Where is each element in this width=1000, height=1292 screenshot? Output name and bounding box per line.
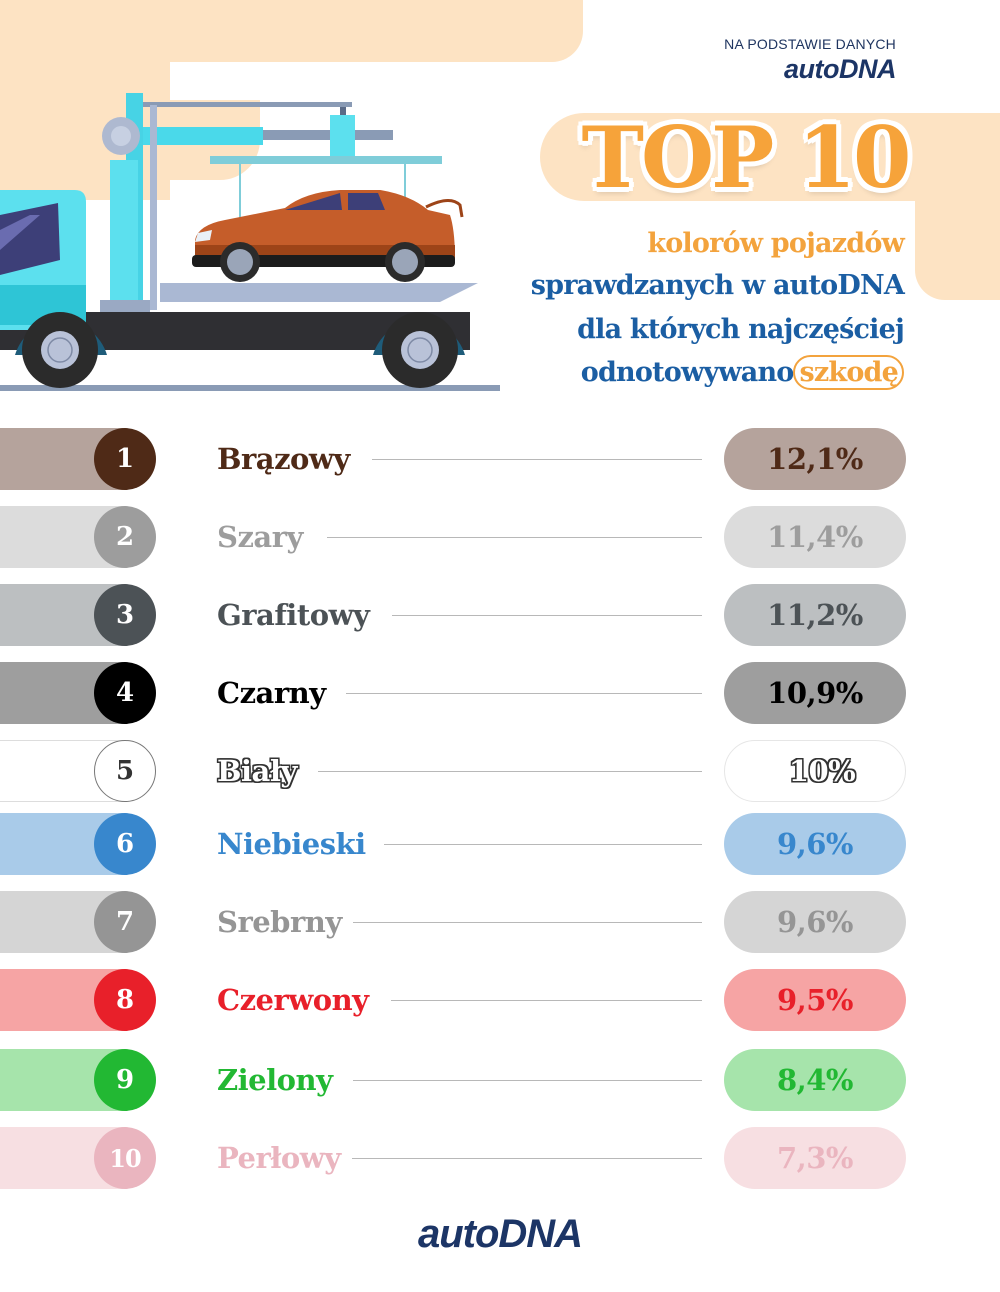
subtitle-highlight: szkodę	[793, 355, 904, 390]
ranking-row: 3 Grafitowy 11,2%	[0, 584, 1000, 646]
source-logo: autoDNA	[784, 54, 897, 84]
connector-line	[384, 844, 702, 845]
rank-badge: 7	[94, 891, 156, 953]
ranking-row: 6 Niebieski 9,6%	[0, 813, 1000, 875]
ranking-row: 10 Perłowy 7,3%	[0, 1127, 1000, 1189]
connector-line	[318, 771, 702, 772]
subtitle-line-4-prefix: odnotowywano	[580, 357, 795, 388]
connector-line	[372, 459, 702, 460]
connector-line	[346, 693, 702, 694]
percentage-pill: 9,5%	[724, 969, 906, 1031]
page-title: TOP 10	[581, 108, 912, 207]
color-name: Zielony	[217, 1063, 333, 1097]
rank-badge: 8	[94, 969, 156, 1031]
color-name: Perłowy	[217, 1141, 341, 1175]
percentage-pill: 11,2%	[724, 584, 906, 646]
ranking-row: 7 Srebrny 9,6%	[0, 891, 1000, 953]
rank-badge: 4	[94, 662, 156, 724]
connector-line	[353, 1080, 702, 1081]
color-name: Biały	[217, 754, 297, 788]
tow-truck-illustration	[0, 93, 500, 391]
rank-badge: 2	[94, 506, 156, 568]
percentage-pill: 8,4%	[724, 1049, 906, 1111]
rank-badge: 1	[94, 428, 156, 490]
color-name: Szary	[217, 520, 303, 554]
rank-badge: 6	[94, 813, 156, 875]
percentage-pill: 10,9%	[724, 662, 906, 724]
ranking-row: 5 Biały 10%	[0, 740, 1000, 802]
rank-badge: 9	[94, 1049, 156, 1111]
ranking-row: 4 Czarny 10,9%	[0, 662, 1000, 724]
source-label: NA PODSTAWIE DANYCH	[724, 36, 896, 52]
percentage-pill: 11,4%	[724, 506, 906, 568]
percentage-pill: 10%	[724, 740, 906, 802]
ranking-row: 8 Czerwony 9,5%	[0, 969, 1000, 1031]
ranking-row: 9 Zielony 8,4%	[0, 1049, 1000, 1111]
ranking-row: 2 Szary 11,4%	[0, 506, 1000, 568]
color-name: Czerwony	[217, 983, 369, 1017]
color-name: Srebrny	[217, 905, 342, 939]
connector-line	[327, 537, 702, 538]
ranking-row: 1 Brązowy 12,1%	[0, 428, 1000, 490]
percentage-pill: 9,6%	[724, 813, 906, 875]
connector-line	[391, 1000, 702, 1001]
rank-badge: 3	[94, 584, 156, 646]
connector-line	[353, 922, 702, 923]
rank-badge: 10	[94, 1127, 156, 1189]
bg-shape-right-column	[915, 150, 1000, 300]
subtitle-line-3: dla których najczęściej	[577, 314, 905, 345]
subtitle-line-4: odnotowywano szkodę	[580, 355, 904, 390]
color-name: Czarny	[217, 676, 326, 710]
color-name: Niebieski	[217, 827, 366, 861]
subtitle-line-2: sprawdzanych w autoDNA	[530, 270, 905, 301]
percentage-pill: 7,3%	[724, 1127, 906, 1189]
color-name: Brązowy	[217, 442, 350, 476]
color-name: Grafitowy	[217, 598, 370, 632]
percentage-pill: 9,6%	[724, 891, 906, 953]
connector-line	[392, 615, 702, 616]
rank-badge: 5	[94, 740, 156, 802]
percentage-pill: 12,1%	[724, 428, 906, 490]
subtitle-line-1: kolorów pojazdów	[647, 228, 904, 259]
footer-logo: autoDNA	[417, 1212, 583, 1256]
connector-line	[352, 1158, 702, 1159]
